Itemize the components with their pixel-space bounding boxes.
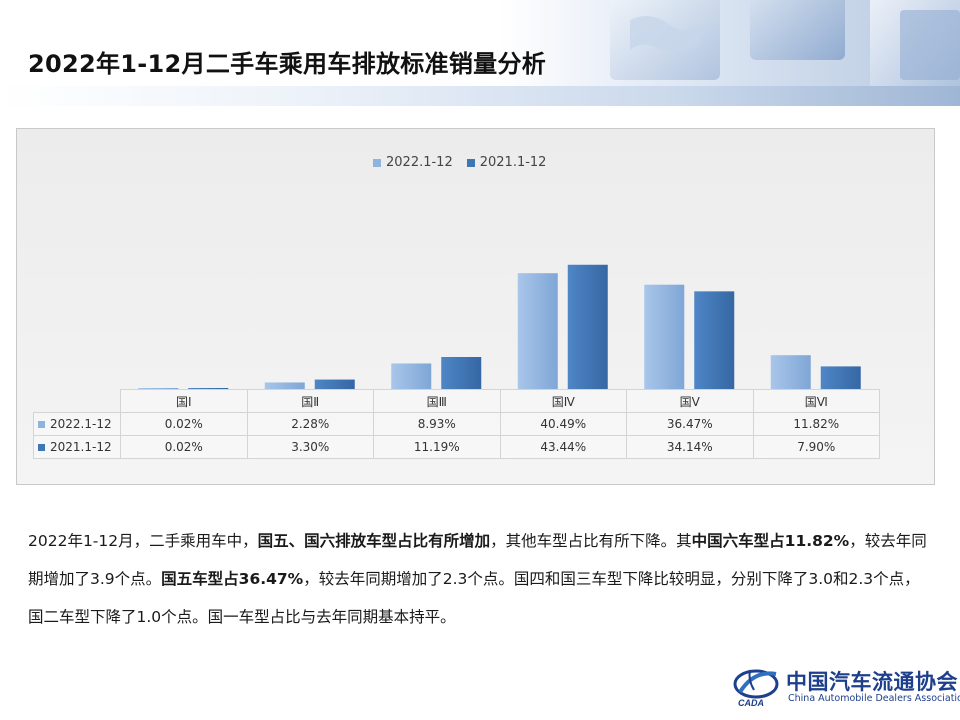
legend-label-2021: 2021.1-12 (479, 155, 547, 170)
text-segment: ，较去年同期增加了2.3个点。国四和国三车型下降比较明显，分别下降了3.0和2.… (28, 570, 920, 626)
legend-label-2022: 2022.1-12 (386, 155, 453, 170)
table-col-head-3: 国Ⅲ (373, 389, 501, 413)
logo-name-en: China Automobile Dealers Association (788, 693, 960, 704)
table-header-row: 国Ⅰ 国Ⅱ 国Ⅲ 国Ⅳ 国Ⅴ 国Ⅵ (33, 389, 880, 413)
text-highlight: 国五车型占36.47% (161, 570, 304, 588)
bar-2021-6 (820, 366, 861, 389)
table-corner (33, 389, 121, 413)
bar-2022-2 (264, 382, 305, 389)
bar-plot (138, 264, 861, 389)
table-cell: 40.49% (499, 412, 627, 436)
chart-area: 2022.1-12 2021.1-12 国Ⅰ 国Ⅱ 国Ⅲ 国Ⅳ 国Ⅴ 国Ⅵ (16, 128, 935, 485)
table-row: 2021.1-12 0.02% 3.30% 11.19% 43.44% 34.1… (33, 435, 880, 459)
cada-logo-icon: CADA (733, 669, 779, 708)
table-swatch-2022 (38, 421, 45, 428)
table-row-head-2022: 2022.1-12 (33, 412, 121, 436)
header-banner: 2022年1-12月二手车乘用车排放标准销量分析 (0, 0, 960, 106)
table-cell: 11.82% (752, 412, 880, 436)
table-swatch-2021 (38, 444, 45, 451)
table-cell: 36.47% (626, 412, 754, 436)
text-highlight: 中国六车型占11.82% (691, 532, 850, 550)
table-col-head-2: 国Ⅱ (246, 389, 374, 413)
table-row: 2022.1-12 0.02% 2.28% 8.93% 40.49% 36.47… (33, 412, 880, 436)
table-col-head-4: 国Ⅳ (499, 389, 627, 413)
legend-item-2021: 2021.1-12 (466, 155, 547, 170)
association-logo: CADA 中国汽车流通协会 China Automobile Dealers A… (728, 662, 960, 710)
text-segment: 2022年1-12月，二手乘用车中， (28, 532, 258, 550)
table-cell: 43.44% (499, 435, 627, 459)
text-highlight: 国五、国六排放车型占比有所增加 (257, 532, 491, 550)
table-row-head-2021: 2021.1-12 (33, 435, 121, 459)
bar-2021-2 (314, 379, 355, 389)
table-cell: 11.19% (373, 435, 501, 459)
legend-swatch-2021 (466, 158, 475, 167)
table-cell: 2.28% (246, 412, 374, 436)
table-cell: 34.14% (626, 435, 754, 459)
bar-2022-4 (517, 273, 558, 389)
bar-2022-3 (391, 363, 432, 389)
legend-swatch-2022 (373, 158, 381, 167)
bar-2022-6 (770, 355, 811, 389)
bar-2021-3 (441, 356, 482, 389)
table-cell: 8.93% (373, 412, 501, 436)
table-cell: 7.90% (752, 435, 880, 459)
table-col-head-5: 国Ⅴ (626, 389, 754, 413)
page-title: 2022年1-12月二手车乘用车排放标准销量分析 (28, 50, 547, 78)
table-col-head-1: 国Ⅰ (120, 389, 248, 413)
table-cell: 0.02% (120, 435, 248, 459)
text-segment: ，其他车型占比有所下降。其 (490, 532, 692, 550)
table-cell: 3.30% (246, 435, 374, 459)
bar-2021-4 (567, 264, 608, 389)
chart-legend: 2022.1-12 2021.1-12 (373, 155, 546, 170)
bar-2021-5 (694, 291, 735, 389)
table-cell: 0.02% (120, 412, 248, 436)
table-col-head-6: 国Ⅵ (752, 389, 880, 413)
bar-2021-1 (188, 388, 229, 389)
chart-data-table: 国Ⅰ 国Ⅱ 国Ⅲ 国Ⅳ 国Ⅴ 国Ⅵ 2022.1-12 0.02% 2.28% … (33, 389, 880, 459)
legend-item-2022: 2022.1-12 (373, 155, 453, 170)
analysis-paragraph: 2022年1-12月，二手乘用车中，国五、国六排放车型占比有所增加，其他车型占比… (28, 522, 928, 636)
header-stripe (0, 86, 960, 106)
bar-2022-1 (138, 388, 179, 389)
logo-mark-text: CADA (738, 698, 764, 708)
logo-name-cn: 中国汽车流通协会 (786, 669, 958, 694)
table-row-label-2022: 2022.1-12 (50, 417, 112, 431)
cube-decoration-icon (610, 0, 960, 98)
bar-2022-5 (644, 284, 685, 389)
text-segment: ，较去年同期增加了3.9个点。 (28, 532, 927, 588)
table-row-label-2021: 2021.1-12 (50, 440, 112, 454)
